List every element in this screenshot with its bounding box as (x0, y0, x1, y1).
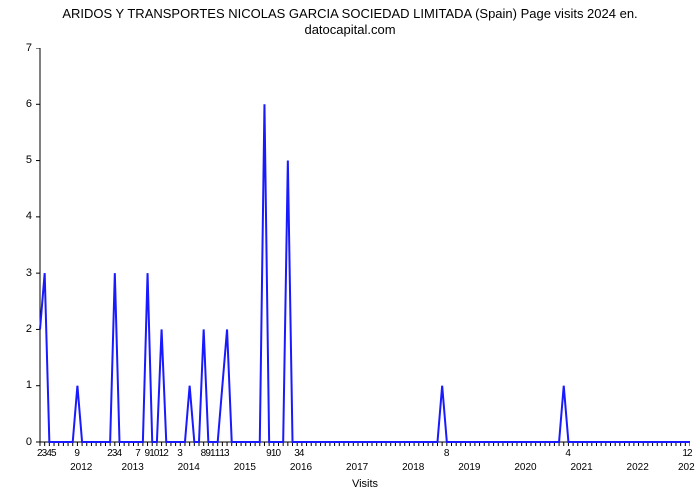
chart-title-line1: ARIDOS Y TRANSPORTES NICOLAS GARCIA SOCI… (62, 6, 637, 21)
y-tick-label: 0 (26, 436, 32, 448)
chart-title-line2: datocapital.com (304, 22, 395, 37)
x-tick-month-label: 7 (135, 448, 141, 459)
x-tick-month-label: 2 (163, 448, 169, 459)
x-tick-month-label: 2 (687, 448, 693, 459)
x-tick-year-label: 2018 (402, 462, 424, 473)
x-tick-year-label: 2015 (234, 462, 256, 473)
x-tick-year-label: 2012 (70, 462, 92, 473)
y-tick-label: 3 (26, 267, 32, 279)
x-tick-month-label: 5 (51, 448, 57, 459)
x-tick-month-label: 8 (444, 448, 450, 459)
y-tick-label: 4 (26, 210, 32, 222)
x-tick-year-label: 2017 (346, 462, 368, 473)
x-tick-year-label: 2019 (458, 462, 480, 473)
chart-title: ARIDOS Y TRANSPORTES NICOLAS GARCIA SOCI… (0, 6, 700, 37)
x-axis-label: Visits (40, 478, 690, 490)
y-tick-label: 5 (26, 154, 32, 166)
chart-plot-area (40, 48, 690, 442)
x-tick-year-label: 2022 (627, 462, 649, 473)
x-tick-year-label: 2021 (570, 462, 592, 473)
x-tick-year-label: 2016 (290, 462, 312, 473)
x-tick-year-label: 202 (678, 462, 695, 473)
x-tick-month-label: 4 (116, 448, 122, 459)
visits-line (40, 104, 690, 442)
y-tick-label: 7 (26, 42, 32, 54)
y-tick-label: 1 (26, 379, 32, 391)
x-tick-month-label: 4 (565, 448, 571, 459)
x-tick-month-label: 0 (275, 448, 281, 459)
x-tick-year-label: 2013 (122, 462, 144, 473)
x-tick-year-label: 2020 (514, 462, 536, 473)
x-tick-month-label: 9 (74, 448, 80, 459)
x-tick-month-label: 4 (299, 448, 305, 459)
x-tick-year-label: 2014 (178, 462, 200, 473)
y-tick-label: 2 (26, 323, 32, 335)
x-tick-month-label: 3 (177, 448, 183, 459)
x-tick-month-label: 3 (224, 448, 230, 459)
y-tick-label: 6 (26, 98, 32, 110)
